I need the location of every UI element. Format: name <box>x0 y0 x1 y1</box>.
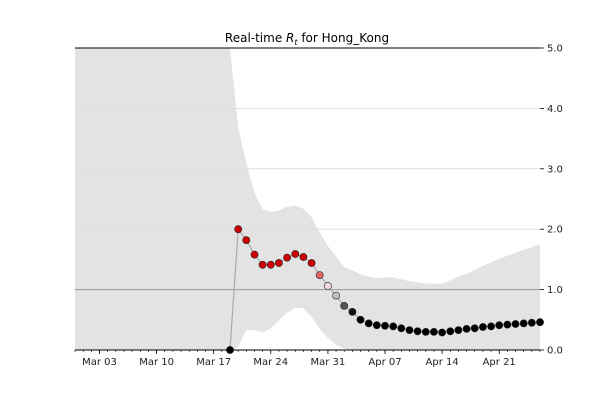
rt-point <box>503 320 512 329</box>
rt-point <box>438 328 446 337</box>
chart-title-suffix: for Hong_Kong <box>298 31 390 45</box>
credible-interval-layer <box>75 48 540 350</box>
x-tick-label: Mar 24 <box>253 357 288 368</box>
x-tick-label: Apr 21 <box>483 357 516 368</box>
rt-point <box>323 282 332 290</box>
rt-point <box>291 250 300 258</box>
y-tick-label: 2.0 <box>547 225 563 236</box>
chart-title-subscript: t <box>294 38 298 47</box>
rt-point <box>527 318 536 327</box>
rt-point <box>332 291 340 300</box>
axes-layer: Mar 03 Mar 10 Mar 17 Mar 24 Mar 31 Apr 07 Apr … <box>74 44 563 368</box>
x-tick-label: Apr 14 <box>426 357 459 368</box>
grid-layer <box>75 47 540 291</box>
rt-point <box>397 324 406 333</box>
chart-title-symbol: R <box>286 31 294 45</box>
chart-title: Real-time Rt for Hong_Kong <box>225 31 389 47</box>
y-tick-label: 1.0 <box>547 285 563 296</box>
x-tick-label: Apr 07 <box>368 357 401 368</box>
rt-point <box>462 324 471 333</box>
x-tick-label: Mar 03 <box>82 357 117 368</box>
rt-point <box>413 327 422 336</box>
y-tick-label: 4.0 <box>547 104 563 115</box>
rt-point <box>364 319 373 328</box>
rt-point <box>470 324 479 333</box>
rt-point <box>421 327 430 336</box>
rt-point <box>274 259 283 267</box>
rt-point <box>315 271 324 279</box>
chart-title-prefix: Real-time <box>225 31 286 45</box>
y-tick-label: 5.0 <box>547 44 563 55</box>
rt-point <box>372 321 381 330</box>
rt-point <box>258 260 267 269</box>
rt-points-layer <box>226 225 544 354</box>
rt-point <box>307 259 316 267</box>
rt-point <box>242 236 251 244</box>
rt-point <box>495 321 504 330</box>
rt-point <box>429 327 438 336</box>
x-tick-label: Mar 31 <box>311 357 346 368</box>
x-tick-label: Mar 10 <box>139 357 174 368</box>
rt-point <box>487 322 495 331</box>
rt-point <box>356 315 365 324</box>
rt-point <box>299 253 308 261</box>
rt-point <box>446 327 455 336</box>
y-tick-label: 0.0 <box>547 346 563 357</box>
rt-point <box>478 323 487 331</box>
rt-point <box>511 320 520 328</box>
rt-point <box>283 253 291 262</box>
rt-point <box>250 250 259 259</box>
rt-point <box>266 260 275 269</box>
x-tick-label: Mar 17 <box>196 357 231 368</box>
rt-point <box>536 318 544 327</box>
rt-point <box>389 322 398 331</box>
rt-point <box>405 326 414 334</box>
rt-point <box>348 307 357 316</box>
rt-point <box>454 326 463 334</box>
y-tick-label: 3.0 <box>547 164 563 175</box>
rt-point <box>340 301 349 310</box>
rt-point <box>519 319 528 328</box>
rt-point <box>381 321 389 330</box>
rt-point <box>234 225 243 234</box>
credible-interval-band <box>75 48 540 350</box>
